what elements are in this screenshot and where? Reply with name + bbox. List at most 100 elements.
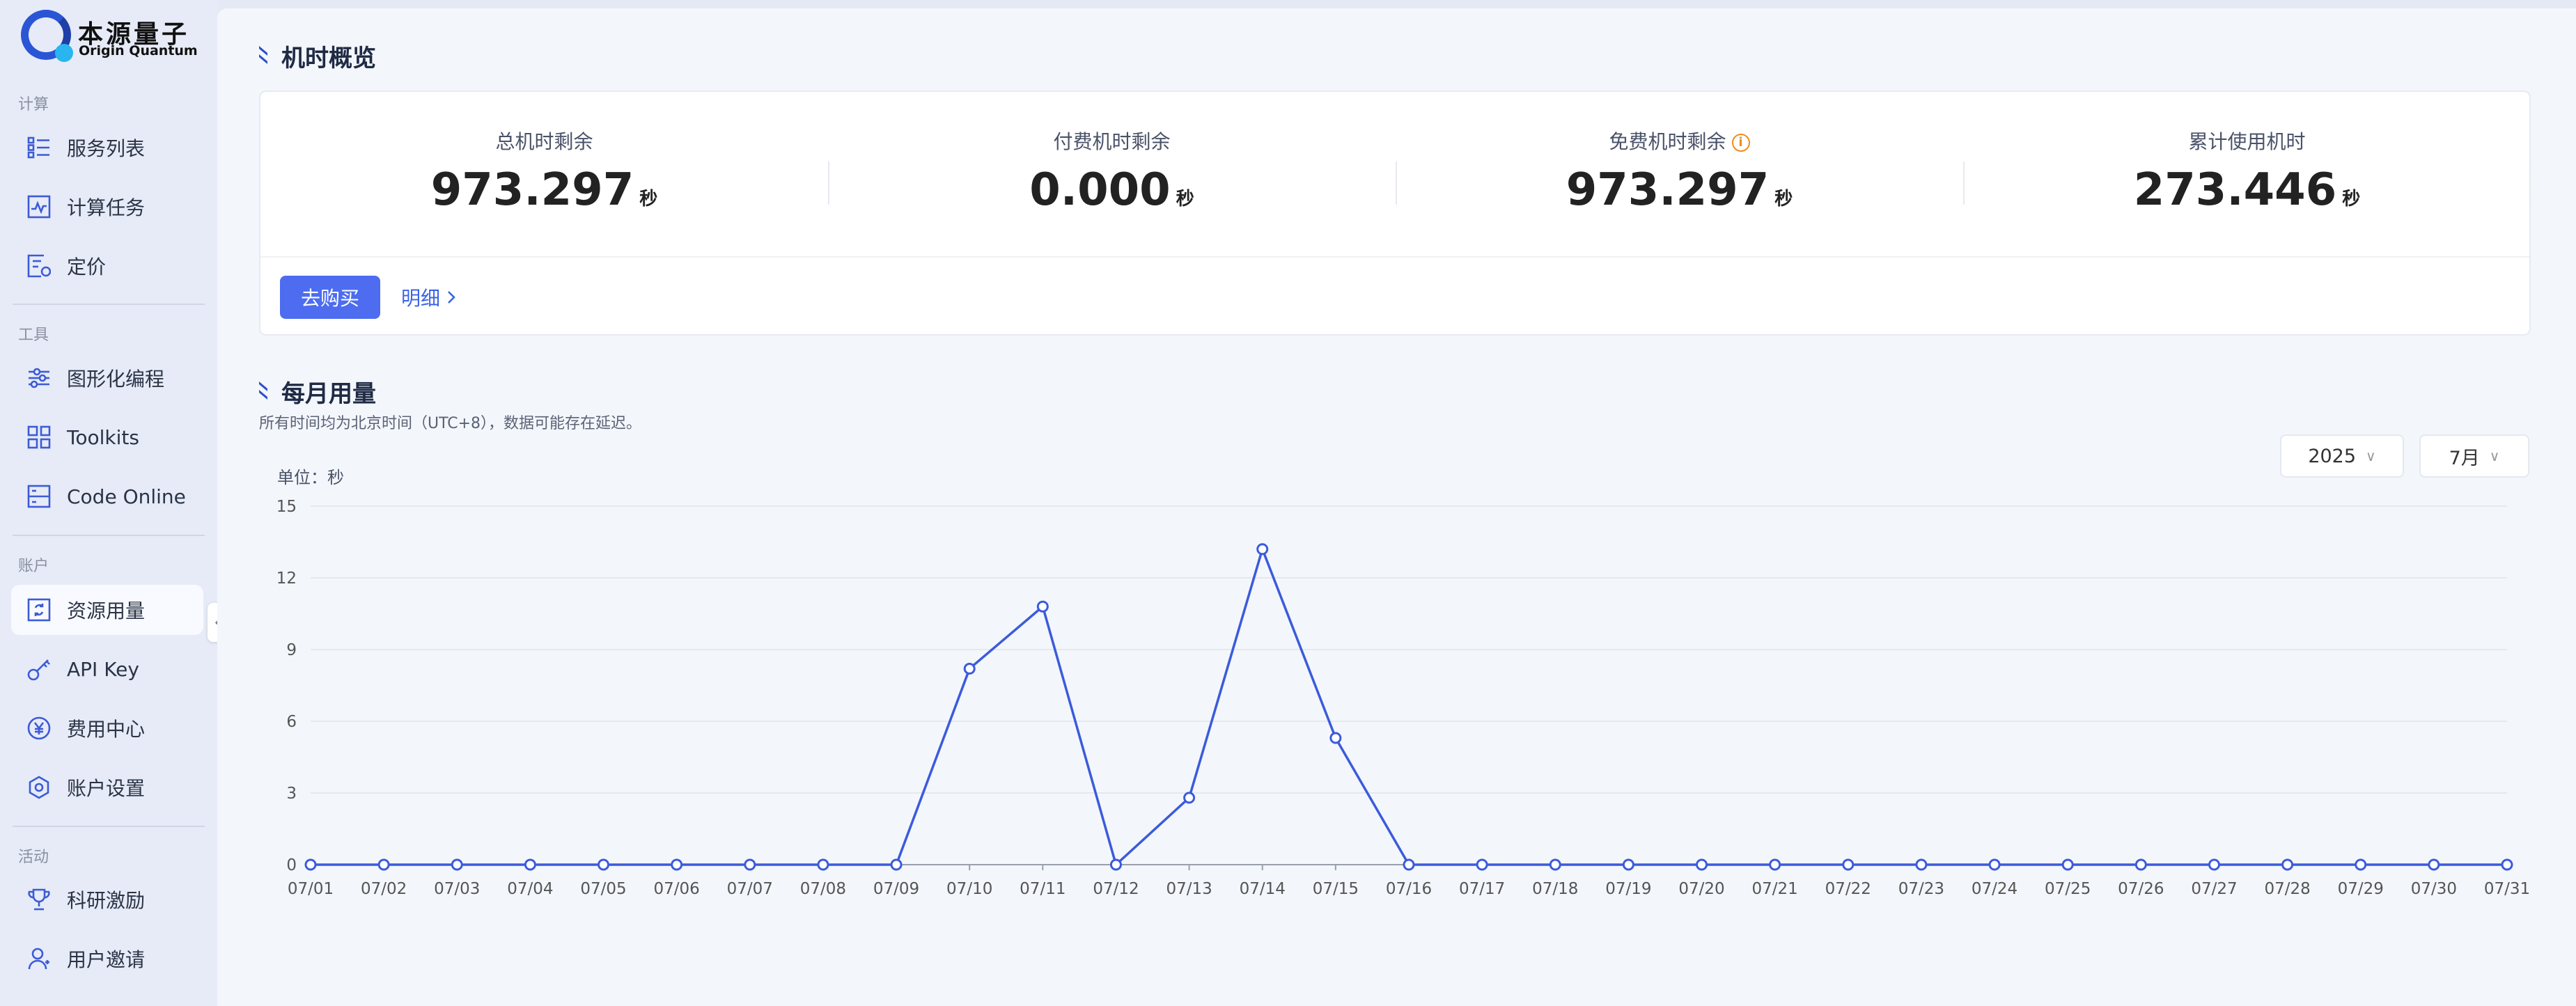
year-select-value: 2025 (2308, 445, 2357, 467)
sidebar-item-code-online[interactable]: Code Online (11, 471, 203, 521)
resource-icon (25, 596, 53, 624)
data-point (598, 858, 610, 871)
chart-unit-label: 单位：秒 (277, 468, 344, 487)
sidebar: 本源量子 Origin Quantum 计算 服务列表 计算任务 定价 工具 图… (0, 0, 217, 1006)
x-tick-label: 07/01 (288, 880, 334, 898)
sidebar-item-graphic-programming[interactable]: 图形化编程 (11, 353, 203, 403)
user-icon (25, 945, 53, 973)
stat-value: 973.297 (1566, 164, 1770, 216)
data-point (1403, 858, 1415, 871)
x-tick-label: 07/21 (1752, 880, 1798, 898)
stat-free-remaining: 免费机时剩余 i 973.297 秒 (1396, 127, 1963, 216)
sidebar-item-resource-usage[interactable]: 资源用量 (11, 585, 203, 635)
overview-card: 总机时剩余 973.297 秒 付费机时剩余 0.000 秒 免费机时剩余 i 973… (259, 91, 2531, 336)
sidebar-divider (13, 535, 205, 536)
stat-separator (2529, 162, 2531, 205)
x-tick-label: 07/16 (1386, 880, 1432, 898)
x-tick-label: 07/02 (361, 880, 407, 898)
sidebar-item-account-settings[interactable]: 账户设置 (11, 762, 203, 812)
data-point (1109, 858, 1122, 871)
year-select[interactable]: 2025 ∨ (2280, 434, 2404, 478)
x-tick-label: 07/31 (2484, 880, 2530, 898)
section-label-account: 账户 (18, 558, 49, 575)
x-tick-label: 07/22 (1825, 880, 1871, 898)
sidebar-divider (13, 304, 205, 305)
x-tick-label: 07/10 (946, 880, 992, 898)
data-point (2061, 858, 2074, 871)
data-point (2355, 858, 2367, 871)
x-tick-label: 07/15 (1313, 880, 1359, 898)
info-icon[interactable]: i (1731, 134, 1750, 152)
sidebar-item-label: 科研激励 (67, 889, 146, 912)
stat-value: 973.297 (430, 164, 634, 216)
data-point (1842, 858, 1855, 871)
sidebar-item-api-key[interactable]: API Key (11, 644, 203, 694)
chevron-down-icon: ∨ (2366, 448, 2376, 464)
data-point (671, 858, 683, 871)
sidebar-item-label: 费用中心 (67, 718, 146, 741)
origin-quantum-logo-icon (21, 10, 73, 62)
data-point (2134, 858, 2147, 871)
sidebar-item-pricing[interactable]: 定价 (11, 241, 203, 291)
data-point (1549, 858, 1561, 871)
x-tick-label: 07/12 (1093, 880, 1139, 898)
x-tick-label: 07/18 (1532, 880, 1578, 898)
x-tick-label: 07/24 (1972, 880, 2017, 898)
buy-button[interactable]: 去购买 (280, 276, 380, 319)
sidebar-item-label: API Key (67, 657, 139, 681)
detail-link[interactable]: 明细 (401, 276, 457, 319)
stat-label: 付费机时剩余 (1053, 130, 1171, 153)
sidebar-item-label: 定价 (67, 256, 107, 278)
data-point (744, 858, 756, 871)
overview-title-text: 机时概览 (281, 45, 376, 72)
x-tick-label: 07/06 (654, 880, 700, 898)
sidebar-divider (13, 826, 205, 827)
stat-label: 总机时剩余 (495, 130, 593, 153)
sidebar-item-toolkits[interactable]: Toolkits (11, 412, 203, 462)
data-point (304, 858, 317, 871)
x-tick-label: 07/28 (2264, 880, 2310, 898)
key-icon (25, 655, 53, 683)
y-tick-label: 15 (276, 498, 297, 516)
monthly-title-text: 每月用量 (281, 380, 376, 408)
stat-unit: 秒 (1176, 189, 1194, 210)
x-tick-label: 07/08 (800, 880, 846, 898)
data-point (1329, 732, 1342, 744)
sliders-icon (25, 364, 53, 392)
x-tick-label: 07/11 (1020, 880, 1065, 898)
x-tick-label: 07/20 (1678, 880, 1724, 898)
logo[interactable]: 本源量子 Origin Quantum (21, 10, 202, 65)
sidebar-item-label: Toolkits (67, 425, 139, 449)
chevron-right-icon (448, 291, 455, 304)
logo-name-cn: 本源量子 (78, 20, 190, 49)
card-divider (260, 256, 2529, 258)
stat-separator (1396, 162, 1397, 205)
series-line (311, 548, 2507, 866)
data-point (2501, 858, 2513, 871)
sidebar-item-service-list[interactable]: 服务列表 (11, 123, 203, 173)
x-tick-label: 07/13 (1166, 880, 1212, 898)
data-point (817, 858, 829, 871)
stat-paid-remaining: 付费机时剩余 0.000 秒 (828, 127, 1396, 216)
month-select[interactable]: 7月 ∨ (2419, 434, 2529, 478)
data-point (1915, 858, 1928, 871)
x-tick-label: 07/04 (507, 880, 553, 898)
sidebar-item-research-incentive[interactable]: 科研激励 (11, 874, 203, 925)
stat-value: 273.446 (2133, 164, 2337, 216)
trophy-icon (25, 886, 53, 913)
stat-separator (1963, 162, 1965, 205)
data-point (890, 858, 903, 871)
y-tick-label: 3 (286, 785, 297, 803)
x-tick-label: 07/25 (2045, 880, 2091, 898)
sidebar-item-label: 资源用量 (67, 599, 146, 622)
x-tick-label: 07/03 (434, 880, 480, 898)
stat-unit: 秒 (639, 189, 658, 210)
x-tick-label: 07/07 (727, 880, 773, 898)
sidebar-item-billing-center[interactable]: 费用中心 (11, 703, 203, 753)
x-tick-label: 07/30 (2411, 880, 2457, 898)
data-point (2208, 858, 2220, 871)
sidebar-item-user-invite[interactable]: 用户邀请 (11, 934, 203, 984)
sidebar-item-compute-tasks[interactable]: 计算任务 (11, 182, 203, 232)
data-point (1622, 858, 1634, 871)
sidebar-item-label: 服务列表 (67, 137, 146, 160)
